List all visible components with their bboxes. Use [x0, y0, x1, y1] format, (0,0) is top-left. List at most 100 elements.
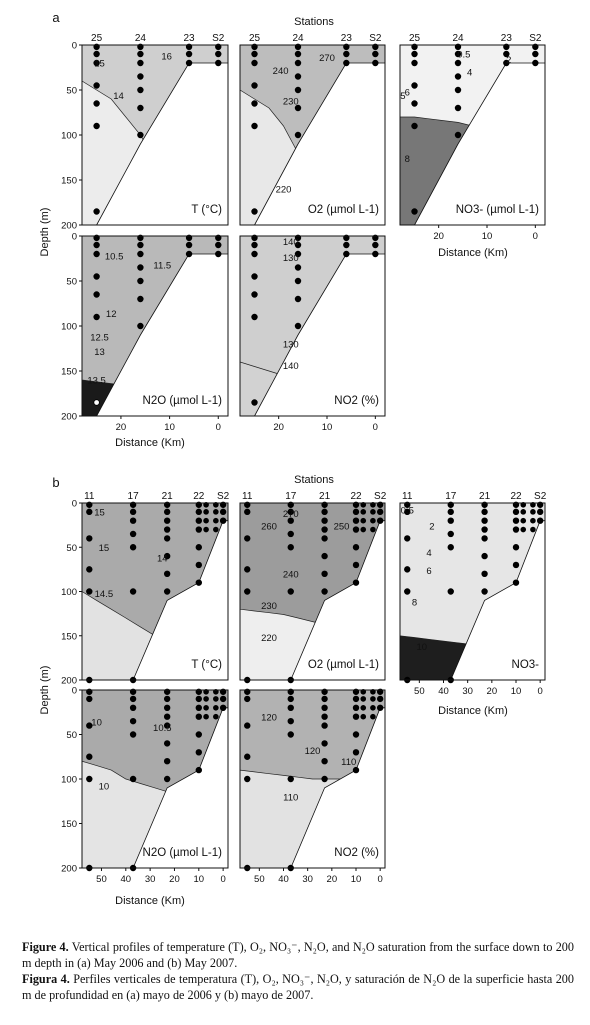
sample-point [411, 59, 418, 67]
y-tick-label: 200 [61, 412, 77, 423]
sample-point [163, 508, 171, 516]
panel-variable-label: NO2 (%) [334, 395, 379, 407]
sample-point [370, 509, 376, 515]
sample-point [244, 722, 251, 729]
y-tick-label: 100 [61, 775, 77, 786]
sample-point [287, 731, 294, 738]
sample-point [343, 250, 350, 258]
contour-label: 10 [91, 718, 102, 729]
panel-a-2: 270 240 230 220 O2 (µmol L-1) 25 24 23 S2 [239, 33, 386, 226]
sample-point [137, 73, 144, 80]
station-label: S2 [534, 491, 547, 502]
panel-frame [399, 44, 546, 226]
sample-point [536, 517, 544, 524]
sample-point [244, 695, 251, 703]
panel-b-3: 0.5 2 4 6 8 10 NO3- 50 40 30 20 10 0 11 17 21 22 S2 [399, 491, 547, 697]
panel-b-5: 120 120 110 110 NO2 (%) 50 40 30 20 10 0 [239, 688, 386, 885]
panel-a-1: 16 15 14 T (°C) 0 50 100 150 200 25 24 23 S2 [61, 33, 229, 232]
sample-point [195, 517, 202, 524]
sample-point [251, 82, 258, 89]
contour-label: 110 [341, 757, 356, 768]
sample-point [251, 250, 258, 258]
sample-point [195, 508, 202, 516]
sample-point [93, 50, 100, 58]
contour-label: 8 [412, 598, 417, 609]
station-label: 17 [445, 491, 457, 502]
panel-variable-label: T (°C) [191, 659, 222, 671]
sample-points [86, 501, 227, 684]
contour-label: 14 [157, 553, 168, 564]
x-tick-label: 20 [487, 686, 498, 697]
sample-point [93, 82, 100, 89]
x-tick-label: 30 [462, 686, 473, 697]
sample-point [532, 50, 539, 58]
distance-axis-label: Distance (Km) [115, 437, 185, 449]
sample-point [530, 526, 536, 533]
x-tick-label: 50 [254, 874, 265, 885]
sample-point [294, 73, 302, 80]
contour-label: 140 [283, 361, 299, 372]
sample-point [129, 544, 137, 551]
sample-point [294, 250, 302, 258]
x-tick-label: 30 [145, 874, 156, 885]
sample-point [137, 104, 144, 112]
sample-point [287, 704, 294, 711]
sample-points [93, 43, 222, 215]
station-label: 21 [479, 491, 491, 502]
x-tick-label: 50 [414, 686, 425, 697]
sample-point [370, 517, 376, 524]
contour-label: 0.5 [457, 50, 470, 61]
contour-label: 130 [283, 253, 299, 264]
caption-english: Figure 4. Vertical profiles of temperatu… [22, 940, 574, 971]
contour-label: 4 [467, 68, 472, 79]
x-tick-label: 20 [327, 874, 338, 885]
contour-label: 14 [113, 91, 124, 102]
stations-heading: Stations [294, 16, 334, 28]
y-tick-label: 200 [61, 676, 77, 687]
contour-label: 6 [405, 87, 410, 98]
sample-point [195, 731, 202, 738]
sample-point [321, 695, 328, 703]
sample-point [321, 775, 328, 783]
contour-label: 2 [506, 55, 511, 66]
y-tick-label: 150 [61, 631, 77, 642]
sample-point [93, 291, 100, 298]
sample-point [352, 704, 360, 711]
sample-points [244, 688, 384, 872]
station-label: 11 [84, 491, 95, 502]
sample-point [287, 544, 294, 551]
contour-label: 11.5 [153, 260, 171, 271]
sample-point [251, 100, 258, 107]
station-label: 24 [452, 33, 464, 44]
contour-label: 5 [400, 91, 405, 102]
sample-point [520, 517, 527, 524]
sample-point [213, 509, 219, 515]
sample-point [352, 731, 360, 738]
y-tick-label: 0 [72, 41, 77, 52]
sample-point [163, 526, 171, 533]
sample-point [195, 766, 202, 774]
sample-point [86, 508, 93, 516]
sample-point [536, 508, 544, 516]
sample-point [512, 508, 520, 516]
contour-label: 270 [319, 53, 335, 64]
sample-point [411, 82, 418, 89]
sample-point [321, 740, 328, 747]
contour-label: 220 [276, 185, 292, 196]
contour-label: 6 [426, 566, 431, 577]
sample-point [287, 717, 294, 725]
sample-point [294, 104, 302, 112]
sample-point [454, 86, 462, 94]
sample-point [352, 544, 360, 551]
sample-point [86, 775, 93, 783]
station-label: 24 [135, 33, 147, 44]
sample-point [481, 535, 488, 542]
sample-point [454, 104, 462, 112]
sample-point [411, 122, 418, 130]
contour-label: 230 [261, 601, 277, 612]
sample-point [219, 704, 227, 711]
sample-point [195, 749, 202, 756]
sample-point [195, 544, 202, 551]
sample-point [352, 749, 360, 756]
